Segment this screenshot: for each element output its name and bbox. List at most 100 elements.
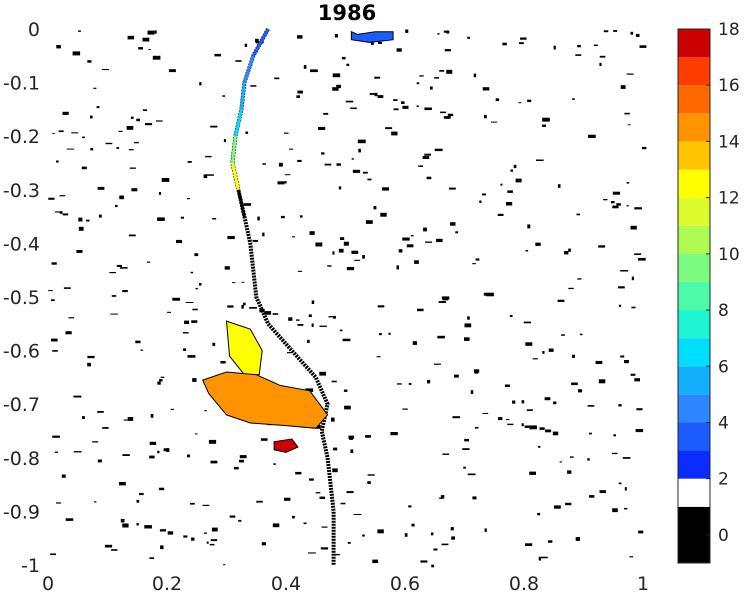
speckle-mark bbox=[510, 169, 513, 172]
speckle-mark bbox=[102, 427, 109, 429]
speckle-mark bbox=[498, 417, 503, 421]
speckle-mark bbox=[51, 262, 57, 265]
speckle-mark bbox=[244, 43, 248, 47]
speckle-mark bbox=[624, 112, 630, 115]
speckle-mark bbox=[506, 202, 513, 206]
speckle-mark bbox=[624, 487, 627, 491]
speckle-mark bbox=[412, 341, 417, 345]
colorbar-bin bbox=[678, 366, 710, 395]
speckle-mark bbox=[170, 408, 174, 410]
colorbar-tick-label: 12 bbox=[718, 189, 740, 209]
speckle-mark bbox=[142, 37, 150, 42]
speckle-mark bbox=[626, 205, 629, 207]
speckle-mark bbox=[192, 378, 197, 382]
speckle-mark bbox=[328, 316, 335, 318]
speckle-mark bbox=[570, 456, 574, 458]
speckle-mark bbox=[195, 287, 198, 290]
x-tick-label: 0.8 bbox=[509, 573, 539, 595]
speckle-mark bbox=[553, 401, 557, 405]
speckle-mark bbox=[327, 265, 332, 267]
speckle-mark bbox=[464, 323, 472, 328]
speckle-mark bbox=[521, 423, 524, 427]
speckle-mark bbox=[542, 351, 545, 354]
speckle-mark bbox=[639, 45, 647, 48]
speckle-mark bbox=[352, 169, 361, 173]
speckle-mark bbox=[210, 539, 218, 542]
speckle-mark bbox=[52, 350, 58, 352]
speckle-mark bbox=[332, 468, 338, 473]
speckle-mark bbox=[620, 270, 629, 272]
colorbar-tick-label: 6 bbox=[718, 357, 729, 377]
speckle-mark bbox=[339, 329, 343, 332]
speckle-mark bbox=[147, 30, 155, 35]
speckle-mark bbox=[548, 540, 553, 543]
speckle-mark bbox=[627, 124, 631, 126]
speckle-mark bbox=[370, 42, 374, 45]
speckle-mark bbox=[434, 148, 443, 152]
speckle-mark bbox=[62, 213, 69, 216]
speckle-mark bbox=[342, 338, 351, 342]
speckle-mark bbox=[321, 152, 325, 155]
speckle-mark bbox=[194, 253, 199, 257]
colorbar-tick-label: 10 bbox=[718, 245, 740, 265]
speckle-mark bbox=[66, 148, 75, 150]
speckle-mark bbox=[345, 100, 354, 103]
speckle-mark bbox=[111, 295, 117, 297]
speckle-mark bbox=[557, 299, 565, 302]
speckle-mark bbox=[336, 163, 341, 166]
speckle-mark bbox=[68, 317, 75, 319]
speckle-mark bbox=[311, 323, 314, 327]
speckle-mark bbox=[446, 69, 453, 74]
speckle-mark bbox=[618, 304, 622, 307]
speckle-mark bbox=[542, 117, 550, 122]
speckle-mark bbox=[185, 302, 194, 303]
colorbar-bin bbox=[678, 29, 710, 58]
speckle-mark bbox=[51, 338, 58, 342]
speckle-mark bbox=[518, 102, 522, 104]
speckle-mark bbox=[167, 311, 171, 313]
speckle-mark bbox=[433, 363, 441, 365]
speckle-mark bbox=[631, 276, 634, 281]
speckle-mark bbox=[157, 450, 160, 454]
speckle-mark bbox=[346, 63, 350, 66]
speckle-mark bbox=[159, 529, 167, 532]
speckle-mark bbox=[365, 435, 371, 438]
colorbar: 0 2 4 6 8 10 12 14 16 18 bbox=[677, 20, 740, 564]
speckle-mark bbox=[183, 535, 188, 538]
speckle-mark bbox=[568, 248, 571, 252]
speckle-mark bbox=[209, 543, 215, 546]
speckle-mark bbox=[343, 241, 349, 246]
speckle-mark bbox=[202, 504, 210, 506]
speckle-mark bbox=[72, 51, 81, 56]
speckle-mark bbox=[486, 292, 494, 297]
speckle-mark bbox=[264, 311, 272, 315]
y-tick-label: -0.2 bbox=[3, 126, 40, 148]
speckle-mark bbox=[532, 358, 538, 360]
value-region bbox=[273, 438, 299, 453]
speckle-mark bbox=[420, 560, 428, 563]
speckle-mark bbox=[119, 482, 126, 486]
speckle-mark bbox=[284, 497, 291, 501]
speckle-mark bbox=[56, 45, 61, 49]
speckle-mark bbox=[634, 378, 640, 382]
colorbar-tick-label: 14 bbox=[718, 132, 740, 152]
speckle-mark bbox=[362, 534, 365, 537]
speckle-mark bbox=[232, 282, 236, 284]
speckle-mark bbox=[54, 211, 62, 213]
speckle-mark bbox=[525, 249, 529, 252]
speckle-mark bbox=[437, 33, 440, 35]
speckle-mark bbox=[440, 111, 447, 114]
speckle-mark bbox=[427, 380, 431, 384]
speckle-mark bbox=[98, 214, 102, 218]
colorbar-bin bbox=[678, 141, 710, 170]
speckle-mark bbox=[577, 278, 582, 280]
speckle-mark bbox=[323, 112, 329, 115]
speckle-mark bbox=[144, 123, 153, 126]
speckle-mark bbox=[502, 42, 507, 46]
colorbar-bin bbox=[678, 506, 710, 563]
y-tick-label: -0.4 bbox=[3, 233, 40, 255]
speckle-mark bbox=[65, 518, 74, 521]
speckle-mark bbox=[93, 501, 97, 503]
speckle-mark bbox=[630, 31, 634, 35]
speckle-mark bbox=[59, 211, 63, 214]
